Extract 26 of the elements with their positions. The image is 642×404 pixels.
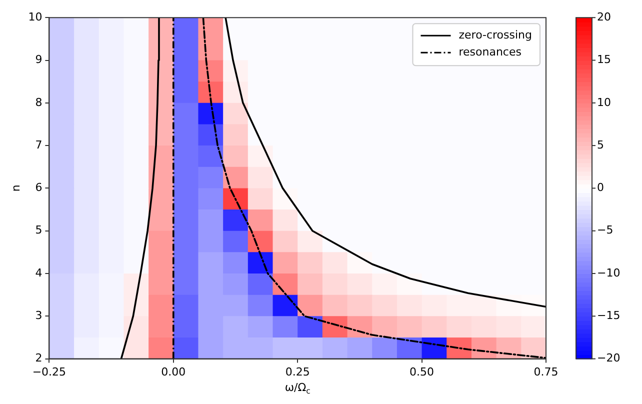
color-bar-label: 5 [597, 138, 604, 152]
y-tick-label: 7 [35, 138, 42, 152]
color-bar-label: −10 [597, 266, 620, 280]
color-bar-label: 10 [597, 96, 611, 109]
color-bar-label: 0 [597, 181, 604, 194]
x-tick-label: −0.25 [32, 365, 66, 378]
y-tick-label: 3 [35, 309, 42, 322]
y-tick-label: 2 [35, 352, 42, 365]
color-bar-label: −5 [597, 224, 614, 237]
y-tick-label: 8 [35, 96, 42, 109]
y-tick-label: 10 [28, 10, 42, 24]
legend-label: zero-crossing [458, 28, 532, 42]
y-tick-label: 5 [35, 224, 42, 237]
legend-label: resonances [458, 45, 522, 58]
color-bar-label: 20 [597, 10, 611, 24]
x-tick-label: 0.25 [285, 365, 310, 378]
y-tick-label: 9 [35, 53, 42, 66]
y-tick-label: 6 [35, 181, 42, 194]
x-tick-label: 0.75 [534, 365, 558, 378]
y-tick-label: 4 [35, 266, 42, 280]
color-bar-label: −15 [597, 309, 620, 322]
x-tick-label: 0.50 [410, 365, 434, 378]
color-bar-label: −20 [597, 352, 620, 365]
x-tick-label: 0.00 [161, 365, 186, 378]
color-bar-label: 15 [597, 53, 611, 66]
y-axis-title: n [9, 184, 22, 192]
